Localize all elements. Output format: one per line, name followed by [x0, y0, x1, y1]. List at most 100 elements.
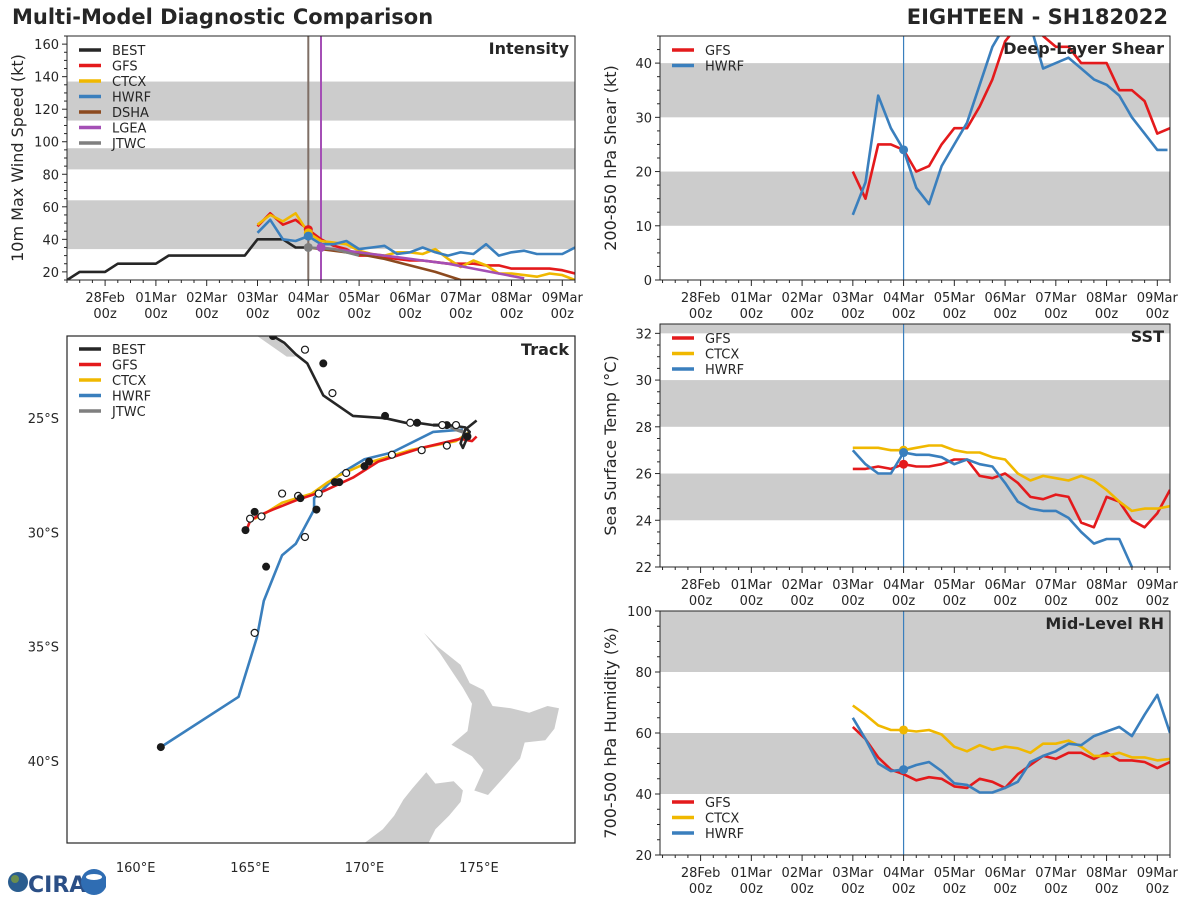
- x-tick-label-date: 05Mar: [934, 866, 976, 881]
- x-tick-label-hour: 00z: [246, 307, 270, 322]
- track-line-hwrf: [160, 428, 464, 749]
- x-tick-label-hour: 00z: [841, 594, 865, 609]
- marker-hwrf: [899, 448, 909, 458]
- globe-land-icon: [11, 875, 19, 883]
- track-point-12z: [300, 345, 310, 354]
- y-tick-label: 28: [635, 421, 652, 436]
- y-tick-label: 22: [635, 561, 652, 576]
- track-point-00z: [319, 359, 328, 368]
- x-tick-label-date: 01Mar: [731, 291, 773, 306]
- x-tick-label-date: 05Mar: [934, 291, 976, 306]
- track-point-12z: [417, 446, 426, 455]
- series-line-best: [67, 238, 309, 280]
- y-axis-label: 10m Max Wind Speed (kt): [8, 54, 27, 262]
- track-point-12z: [245, 514, 255, 523]
- track-point-12z: [406, 418, 415, 427]
- logo-text: CIRA: [28, 873, 86, 898]
- x-tick-label-date: 07Mar: [1035, 291, 1077, 306]
- track-point-00z: [262, 562, 271, 571]
- new-zealand-south-island: [364, 772, 463, 843]
- y-tick-label: 100: [627, 605, 652, 620]
- legend-label-dsha: DSHA: [112, 106, 149, 121]
- plot-area: [660, 324, 1170, 567]
- x-tick-label-date: 03Mar: [832, 291, 874, 306]
- x-tick-label-hour: 00z: [1146, 882, 1170, 897]
- lat-label: 40°S: [28, 755, 59, 770]
- track-point-00z: [463, 432, 472, 441]
- x-tick-label-hour: 00z: [398, 307, 422, 322]
- shear-chart: 01020304028Feb00z01Mar00z02Mar00z03Mar00…: [601, 35, 1178, 322]
- x-tick-label-date: 04Mar: [883, 291, 925, 306]
- x-tick-label-date: 02Mar: [782, 291, 824, 306]
- y-tick-label: 80: [42, 168, 59, 183]
- x-tick-label-hour: 00z: [551, 307, 575, 322]
- y-tick-label: 60: [42, 201, 59, 216]
- x-tick-label-hour: 00z: [144, 307, 168, 322]
- x-tick-label-date: 28Feb: [681, 866, 721, 881]
- track-point-12z: [250, 628, 259, 637]
- x-tick-label-date: 09Mar: [1137, 866, 1179, 881]
- x-tick-label-date: 05Mar: [339, 291, 381, 306]
- x-tick-label-hour: 00z: [740, 307, 764, 322]
- x-tick-label-hour: 00z: [790, 594, 814, 609]
- track-map: 160°E 165°E 170°E 175°E 25°S 30°S 35°S 40°S Trac…: [28, 335, 576, 876]
- marker-hwrf: [899, 145, 909, 155]
- y-tick-label: 30: [635, 374, 652, 389]
- y-tick-label: 80: [635, 666, 652, 681]
- x-tick-label-hour: 00z: [1044, 594, 1068, 609]
- y-tick-label: 40: [635, 57, 652, 72]
- x-tick-label-date: 04Mar: [883, 578, 925, 593]
- series-line-lgea: [320, 246, 525, 280]
- shaded-band: [660, 473, 1170, 521]
- new-zealand-north-island: [424, 632, 559, 795]
- y-tick-label: 60: [635, 727, 652, 742]
- shaded-band: [660, 611, 1170, 672]
- y-tick-label: 120: [34, 103, 59, 118]
- track-point-00z: [241, 526, 250, 535]
- track-point-12z: [442, 441, 451, 450]
- lon-label: 170°E: [345, 861, 385, 876]
- marker-gfs: [899, 459, 909, 469]
- lon-label: 165°E: [230, 861, 270, 876]
- y-tick-label: 30: [635, 111, 652, 126]
- x-tick-label-date: 08Mar: [1086, 866, 1128, 881]
- track-point-12z: [387, 450, 397, 459]
- legend-label-gfs: GFS: [112, 359, 138, 374]
- shaded-band: [660, 324, 1170, 334]
- x-tick-label-hour: 00z: [449, 307, 473, 322]
- legend-label-hwrf: HWRF: [112, 390, 151, 405]
- y-tick-label: 20: [42, 266, 59, 281]
- y-tick-label: 20: [635, 849, 652, 864]
- x-tick-label-date: 02Mar: [782, 866, 824, 881]
- track-point-00z: [312, 505, 321, 514]
- track-point-12z: [257, 512, 266, 521]
- marker-jtwc: [303, 242, 313, 252]
- sst-chart: 22242628303228Feb00z01Mar00z02Mar00z03Ma…: [601, 323, 1178, 609]
- x-tick-label-hour: 00z: [790, 882, 814, 897]
- x-tick-label-hour: 00z: [195, 307, 219, 322]
- track-point-00z: [381, 411, 390, 420]
- x-tick-label-date: 02Mar: [186, 291, 228, 306]
- x-tick-label-hour: 00z: [993, 307, 1017, 322]
- y-tick-label: 40: [635, 788, 652, 803]
- shaded-band: [660, 171, 1170, 226]
- intensity-chart: 2040608010012014016028Feb00z01Mar00z02Ma…: [8, 35, 583, 322]
- x-tick-label-date: 08Mar: [491, 291, 533, 306]
- cira-logo: CIRA: [8, 869, 106, 898]
- lon-label: 175°E: [459, 861, 499, 876]
- y-tick-label: 32: [635, 327, 652, 342]
- x-tick-label-hour: 00z: [943, 882, 967, 897]
- series-line-hwrf: [851, 36, 1168, 216]
- x-tick-label-hour: 00z: [297, 307, 321, 322]
- x-tick-label-date: 07Mar: [1035, 578, 1077, 593]
- x-tick-label-date: 28Feb: [85, 291, 125, 306]
- x-tick-label-date: 06Mar: [985, 578, 1027, 593]
- x-tick-label-hour: 00z: [892, 594, 916, 609]
- x-tick-label-date: 03Mar: [237, 291, 279, 306]
- legend-label-hwrf: HWRF: [112, 91, 151, 106]
- x-tick-label-hour: 00z: [993, 882, 1017, 897]
- marker-ctcx: [899, 725, 909, 735]
- legend-label-lgea: LGEA: [112, 122, 147, 137]
- globe-icon: [8, 872, 28, 892]
- x-tick-label-date: 06Mar: [389, 291, 431, 306]
